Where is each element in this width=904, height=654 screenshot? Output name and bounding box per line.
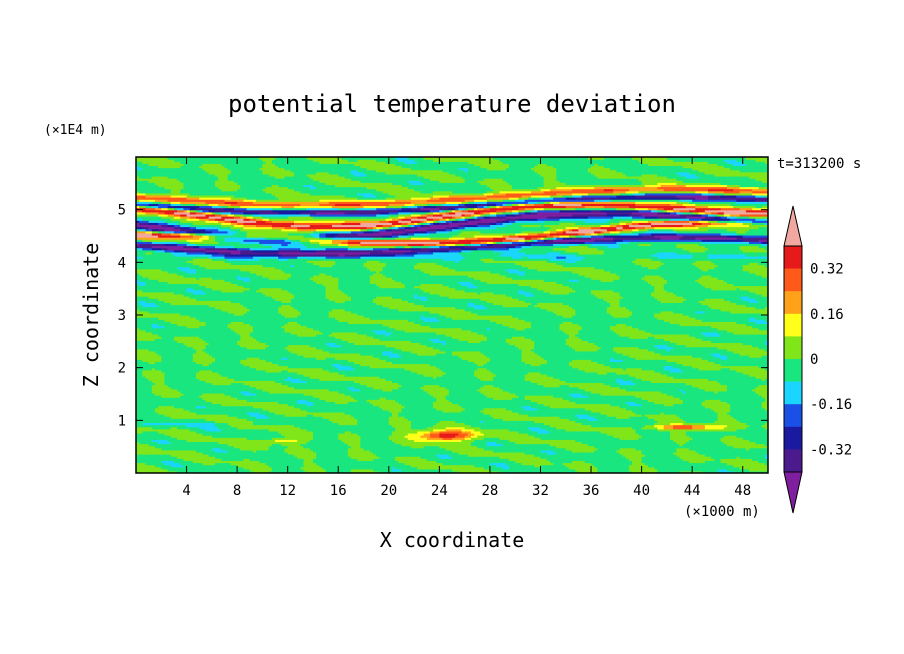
plot-area bbox=[136, 157, 769, 474]
time-label: t=313200 s bbox=[777, 156, 861, 172]
y-unit-label: (×1E4 m) bbox=[44, 123, 107, 138]
chart-title: potential temperature deviation bbox=[228, 90, 676, 118]
